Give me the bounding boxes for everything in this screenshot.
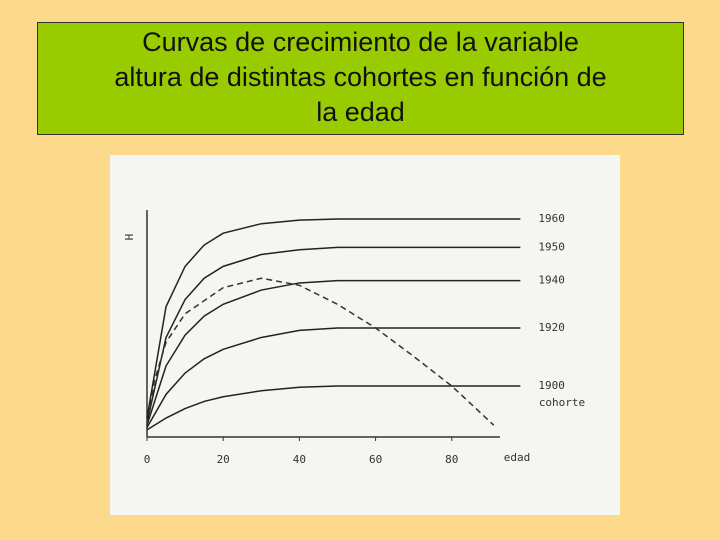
- line: [146, 385, 521, 431]
- annotation: cohorte: [539, 396, 585, 409]
- y-axis-label: H: [123, 234, 136, 241]
- x-tick-label: 60: [369, 453, 382, 466]
- title-line: altura de distintas cohortes en función …: [114, 62, 607, 92]
- series-label: 1900: [538, 379, 565, 392]
- series-label: 1950: [538, 240, 565, 253]
- x-tick-label: 80: [445, 453, 458, 466]
- series-label: 1920: [538, 321, 565, 334]
- title-line: Curvas de crecimiento de la variable: [142, 27, 579, 57]
- line: [146, 218, 521, 419]
- x-tick-label: 20: [217, 453, 230, 466]
- title-box: Curvas de crecimiento de la variable alt…: [37, 22, 684, 135]
- x-axis-label: edad: [504, 451, 531, 464]
- line: [146, 327, 521, 428]
- line: [146, 246, 521, 423]
- title-line: la edad: [316, 97, 405, 127]
- line: [146, 279, 521, 426]
- x-tick-label: 0: [144, 453, 151, 466]
- x-tick-label: 40: [293, 453, 306, 466]
- series-label: 1940: [538, 274, 565, 287]
- chart-background: [110, 155, 620, 515]
- line: [146, 277, 495, 426]
- series-label: 1960: [538, 212, 565, 225]
